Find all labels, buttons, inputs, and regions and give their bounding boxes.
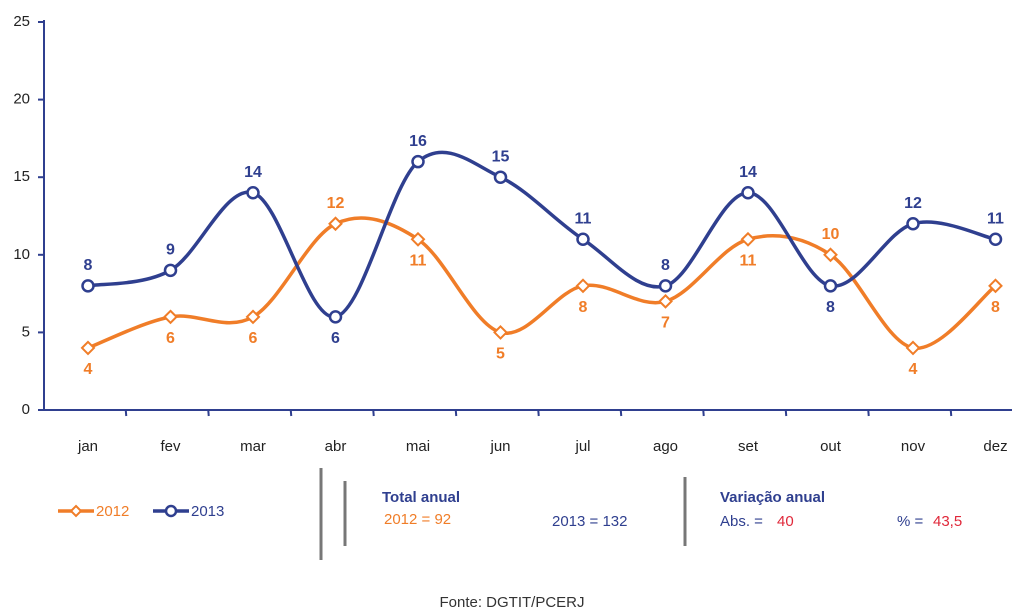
x-tick-label: ago [653,438,678,455]
data-label: 15 [492,148,510,165]
pct-label: % = [897,513,924,530]
legend-marker [69,504,83,518]
marker [575,278,591,294]
y-tick-label: 0 [22,401,30,418]
marker [493,170,508,184]
data-label: 16 [409,133,427,150]
y-tick-label: 15 [13,168,30,185]
marker [658,279,673,293]
marker [328,310,343,324]
data-label: 12 [327,195,345,212]
variation-title: Variação anual [720,489,825,506]
pct-value: 43,5 [933,513,962,530]
marker [411,154,425,169]
data-label: 11 [410,252,427,269]
total-2012: 2012 = 92 [384,511,451,528]
x-tick-label: out [820,438,842,455]
x-tick [949,409,953,417]
marker [410,231,426,247]
data-label: 11 [987,210,1004,227]
y-tick-label: 20 [13,91,30,108]
marker [988,278,1003,294]
data-label: 8 [84,257,93,274]
data-label: 11 [740,252,757,269]
legend-marker [164,504,178,518]
x-tick-label: nov [901,438,926,455]
x-tick [537,409,540,417]
marker [245,309,261,325]
line [87,216,997,350]
x-tick-label: dez [983,438,1007,455]
data-label: 4 [84,361,93,378]
x-tick [124,409,128,417]
legend-label: 2013 [191,503,224,520]
data-label: 4 [909,361,918,378]
x-tick-label: mar [240,438,266,455]
x-tick [454,409,458,417]
x-tick [784,409,788,417]
x-tick-label: mai [406,438,430,455]
y-tick-label: 5 [22,323,30,340]
data-label: 8 [991,299,1000,316]
marker [741,185,755,200]
marker [740,231,756,247]
x-tick-label: jan [77,438,98,455]
marker [905,340,921,356]
x-tick-label: jun [489,438,510,455]
x-tick-label: abr [325,438,347,455]
marker [246,185,260,200]
x-tick [289,409,293,417]
marker [576,232,590,247]
x-tick-label: fev [160,438,181,455]
marker [906,217,920,231]
total-2013: 2013 = 132 [552,513,628,530]
abs-label: Abs. = [720,513,763,530]
total-title: Total anual [382,489,460,506]
marker [823,279,838,293]
marker [163,263,178,278]
x-tick-label: jul [574,438,590,455]
data-label: 5 [496,346,505,363]
marker [80,340,96,356]
marker [328,216,343,232]
y-tick-label: 25 [13,13,30,30]
data-label: 6 [166,330,175,347]
x-tick [702,409,705,417]
x-tick-label: set [738,438,759,455]
marker [658,293,673,309]
abs-value: 40 [777,513,794,530]
data-label: 8 [661,257,670,274]
source: Fonte: DGTIT/PCERJ [439,594,584,611]
data-label: 7 [661,315,670,332]
marker [163,309,178,325]
data-label: 6 [331,330,340,347]
marker [988,232,1003,247]
x-tick [207,409,210,417]
data-label: 8 [826,299,835,316]
data-label: 14 [739,164,757,181]
marker [81,279,95,293]
data-label: 14 [244,164,262,181]
data-label: 12 [904,195,922,212]
data-label: 10 [822,226,840,243]
data-label: 9 [166,242,175,259]
line [87,150,996,319]
data-label: 8 [579,299,588,316]
x-tick [619,409,623,417]
x-tick [372,409,375,417]
marker [823,247,838,263]
y-tick-label: 10 [13,246,30,263]
legend-label: 2012 [96,503,129,520]
data-label: 6 [249,330,258,347]
marker [493,324,508,340]
data-label: 11 [575,210,592,227]
x-tick [867,409,870,417]
